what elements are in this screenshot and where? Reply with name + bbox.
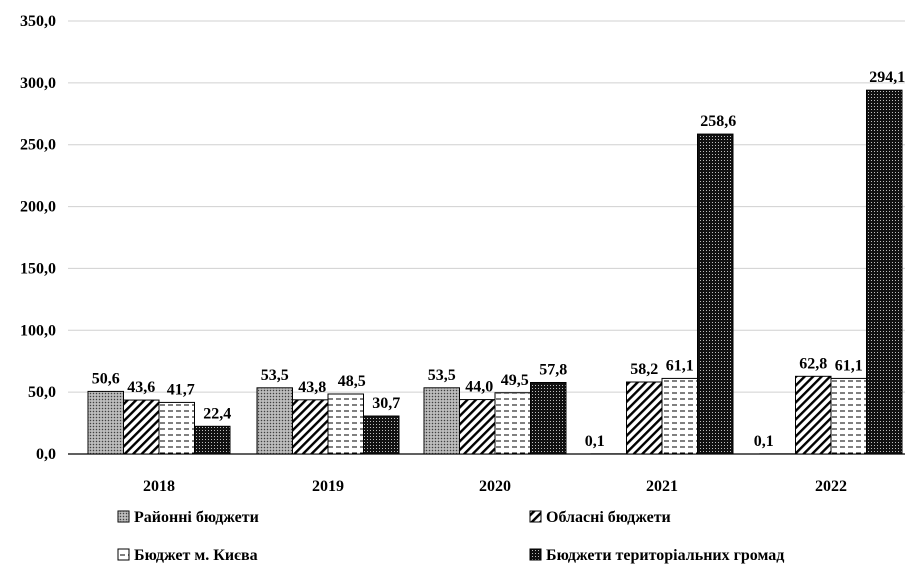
legend: Районні бюджети Обласні бюджети Бюджет м. …: [117, 509, 784, 564]
bar-2-2019: [292, 399, 329, 455]
y-tick-label: 250,0: [20, 137, 56, 154]
data-label: 58,2: [630, 361, 658, 378]
legend-swatch: [117, 548, 130, 561]
data-label: 53,5: [261, 367, 289, 384]
data-label: 61,1: [835, 357, 863, 374]
data-label: 57,8: [539, 361, 567, 378]
bar-4-2019: [363, 415, 400, 455]
bar-4-2021: [697, 133, 734, 455]
y-tick-label: 0,0: [36, 446, 56, 463]
data-label: 43,8: [298, 379, 326, 396]
bar-4-2018: [194, 425, 231, 455]
data-label: 22,4: [203, 405, 231, 422]
legend-swatch: [117, 510, 130, 523]
data-label: 41,7: [167, 381, 195, 398]
legend-label: Обласні бюджети: [546, 509, 671, 526]
data-label: 53,5: [428, 367, 456, 384]
x-tick-label: 2019: [312, 478, 344, 495]
y-tick-label: 200,0: [20, 199, 56, 216]
bar-2-2020: [459, 399, 496, 455]
data-label: 0,1: [754, 433, 774, 450]
x-tick-label: 2022: [815, 478, 847, 495]
x-tick-label: 2021: [646, 478, 678, 495]
data-label: 258,6: [700, 113, 736, 130]
data-label: 43,6: [127, 379, 155, 396]
legend-label: Районні бюджети: [134, 509, 259, 526]
bars: [87, 89, 903, 455]
bar-4-2020: [530, 381, 567, 455]
bar-3-2021: [661, 377, 698, 455]
x-axis: 2018 2019 2020 2021 2022: [143, 478, 847, 495]
legend-label: Бюджети територіальних громад: [546, 547, 784, 564]
data-label: 30,7: [372, 395, 400, 412]
y-axis: 0,0 50,0 100,0 150,0 200,0 250,0 300,0 350,0: [20, 13, 56, 463]
data-labels: 50,6 43,6 41,7 22,4 53,5 43,8 48,5 30,7 53,5 44,0…: [92, 69, 906, 450]
bar-3-2022: [830, 377, 867, 455]
bar-3-2020: [494, 392, 531, 455]
bar-2-2022: [795, 375, 832, 455]
bar-2-2021: [626, 381, 663, 455]
x-tick-label: 2018: [143, 478, 175, 495]
bar-3-2018: [158, 401, 195, 455]
y-tick-label: 50,0: [28, 384, 56, 401]
x-tick-label: 2020: [479, 478, 511, 495]
data-label: 50,6: [92, 370, 120, 387]
bar-3-2019: [327, 393, 364, 455]
data-label: 0,1: [585, 433, 605, 450]
y-tick-label: 350,0: [20, 13, 56, 30]
y-tick-label: 100,0: [20, 322, 56, 339]
bar-4-2022: [866, 89, 903, 455]
data-label: 61,1: [666, 357, 694, 374]
bar-1-2020: [423, 387, 460, 455]
data-label: 294,1: [869, 69, 905, 86]
data-label: 62,8: [799, 355, 827, 372]
y-tick-label: 300,0: [20, 75, 56, 92]
bar-1-2018: [87, 390, 124, 455]
bar-2-2018: [123, 399, 160, 455]
legend-swatch: [529, 548, 542, 561]
legend-swatch: [529, 510, 542, 523]
data-label: 48,5: [338, 373, 366, 390]
y-tick-label: 150,0: [20, 260, 56, 277]
bar-1-2019: [256, 387, 293, 455]
data-label: 44,0: [465, 379, 493, 396]
data-label: 49,5: [501, 372, 529, 389]
legend-label: Бюджет м. Києва: [134, 547, 258, 564]
